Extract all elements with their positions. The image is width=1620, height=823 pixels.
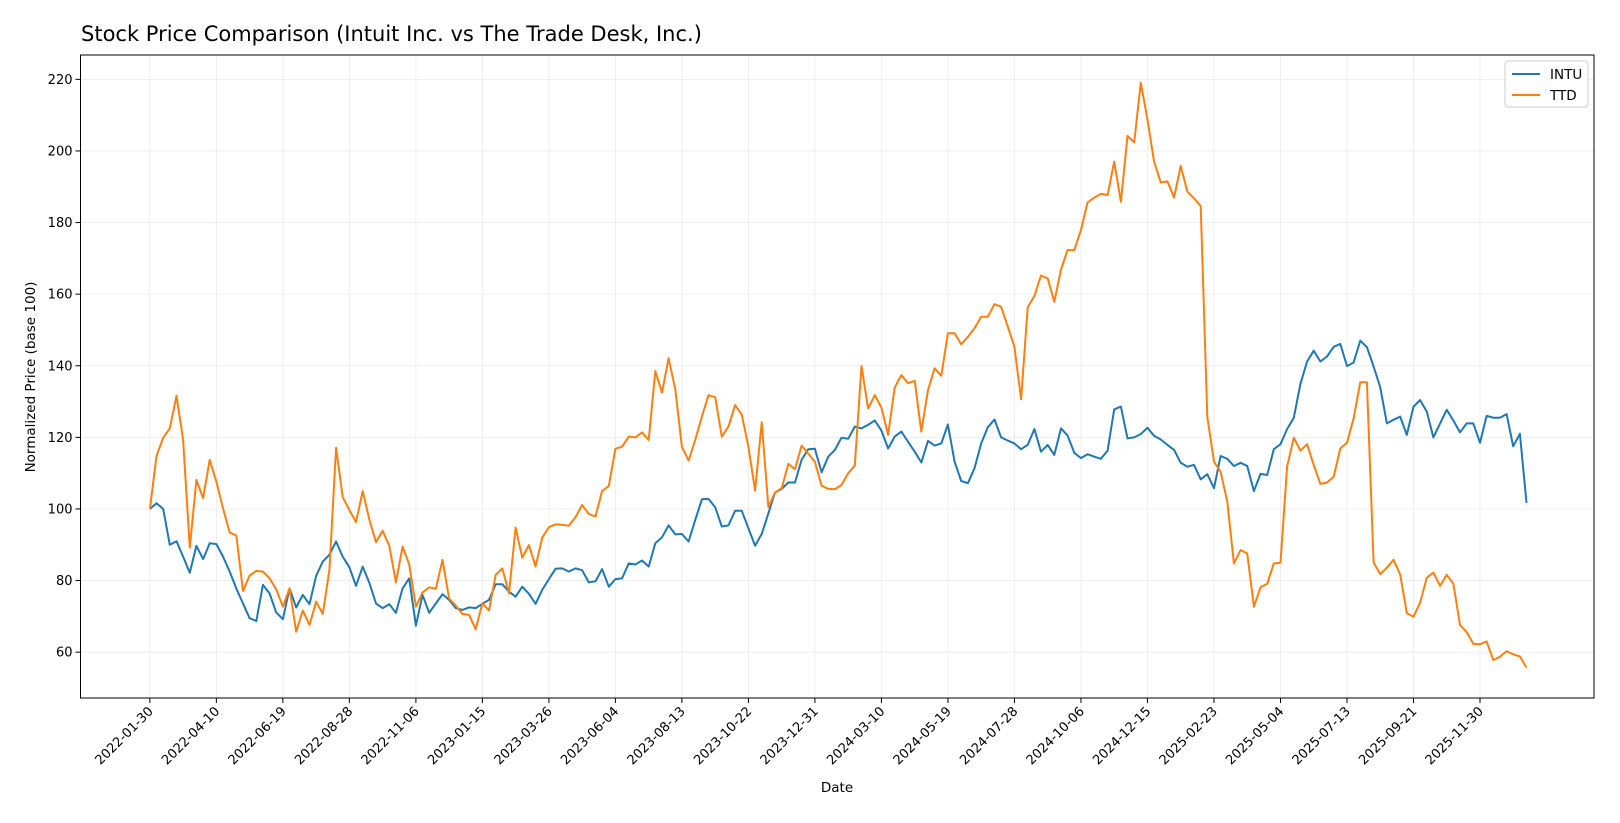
legend: INTU TTD	[1504, 60, 1589, 108]
y-tick-label: 140	[48, 359, 73, 374]
x-axis-label: Date	[821, 780, 853, 796]
x-tick-label: 2024-03-10	[824, 704, 888, 768]
x-tick-label: 2025-02-23	[1157, 704, 1221, 768]
legend-label-ttd: TTD	[1549, 88, 1577, 104]
x-tick-label: 2024-10-06	[1024, 704, 1088, 768]
y-axis-label: Normalized Price (base 100)	[23, 282, 39, 473]
x-tick-label: 2023-06-04	[558, 704, 622, 768]
y-axis-ticks: 60 80 100 120 140 160 180 200 220	[48, 73, 81, 661]
series-line-intu	[149, 339, 1528, 627]
x-tick-label: 2025-11-30	[1423, 704, 1487, 768]
y-tick-label: 120	[48, 431, 73, 446]
y-tick-label: 220	[48, 73, 73, 88]
x-tick-label: 2025-05-04	[1223, 704, 1287, 768]
x-tick-label: 2023-03-26	[492, 704, 556, 768]
grid	[80, 55, 1594, 698]
y-tick-label: 100	[48, 502, 73, 517]
x-tick-label: 2025-07-13	[1290, 704, 1354, 768]
y-tick-label: 180	[48, 216, 73, 231]
x-tick-label: 2022-08-28	[292, 704, 356, 768]
series-lines	[148, 81, 1528, 669]
x-tick-label: 2023-12-31	[758, 704, 822, 768]
x-tick-label: 2023-08-13	[625, 704, 689, 768]
series-line-ttd	[148, 81, 1528, 669]
y-tick-label: 200	[48, 144, 73, 159]
y-tick-label: 160	[48, 288, 73, 303]
x-tick-label: 2023-01-15	[425, 704, 489, 768]
x-tick-label: 2024-07-28	[957, 704, 1021, 768]
x-tick-label: 2022-01-30	[93, 704, 157, 768]
x-tick-label: 2022-04-10	[159, 704, 223, 768]
x-tick-label: 2023-10-22	[691, 704, 755, 768]
x-axis-ticks: 2022-01-30 2022-04-10 2022-06-19 2022-08-28…	[93, 698, 1487, 768]
plot-frame	[80, 54, 1595, 699]
x-tick-label: 2022-11-06	[359, 704, 423, 768]
chart-title: Stock Price Comparison (Intuit Inc. vs T…	[81, 22, 702, 46]
legend-label-intu: INTU	[1550, 67, 1582, 83]
x-tick-label: 2022-06-19	[226, 704, 290, 768]
x-tick-label: 2024-12-15	[1090, 704, 1154, 768]
x-tick-label: 2024-05-19	[891, 704, 955, 768]
x-tick-label: 2025-09-21	[1356, 704, 1420, 768]
y-tick-label: 60	[56, 646, 73, 661]
y-tick-label: 80	[56, 574, 73, 589]
